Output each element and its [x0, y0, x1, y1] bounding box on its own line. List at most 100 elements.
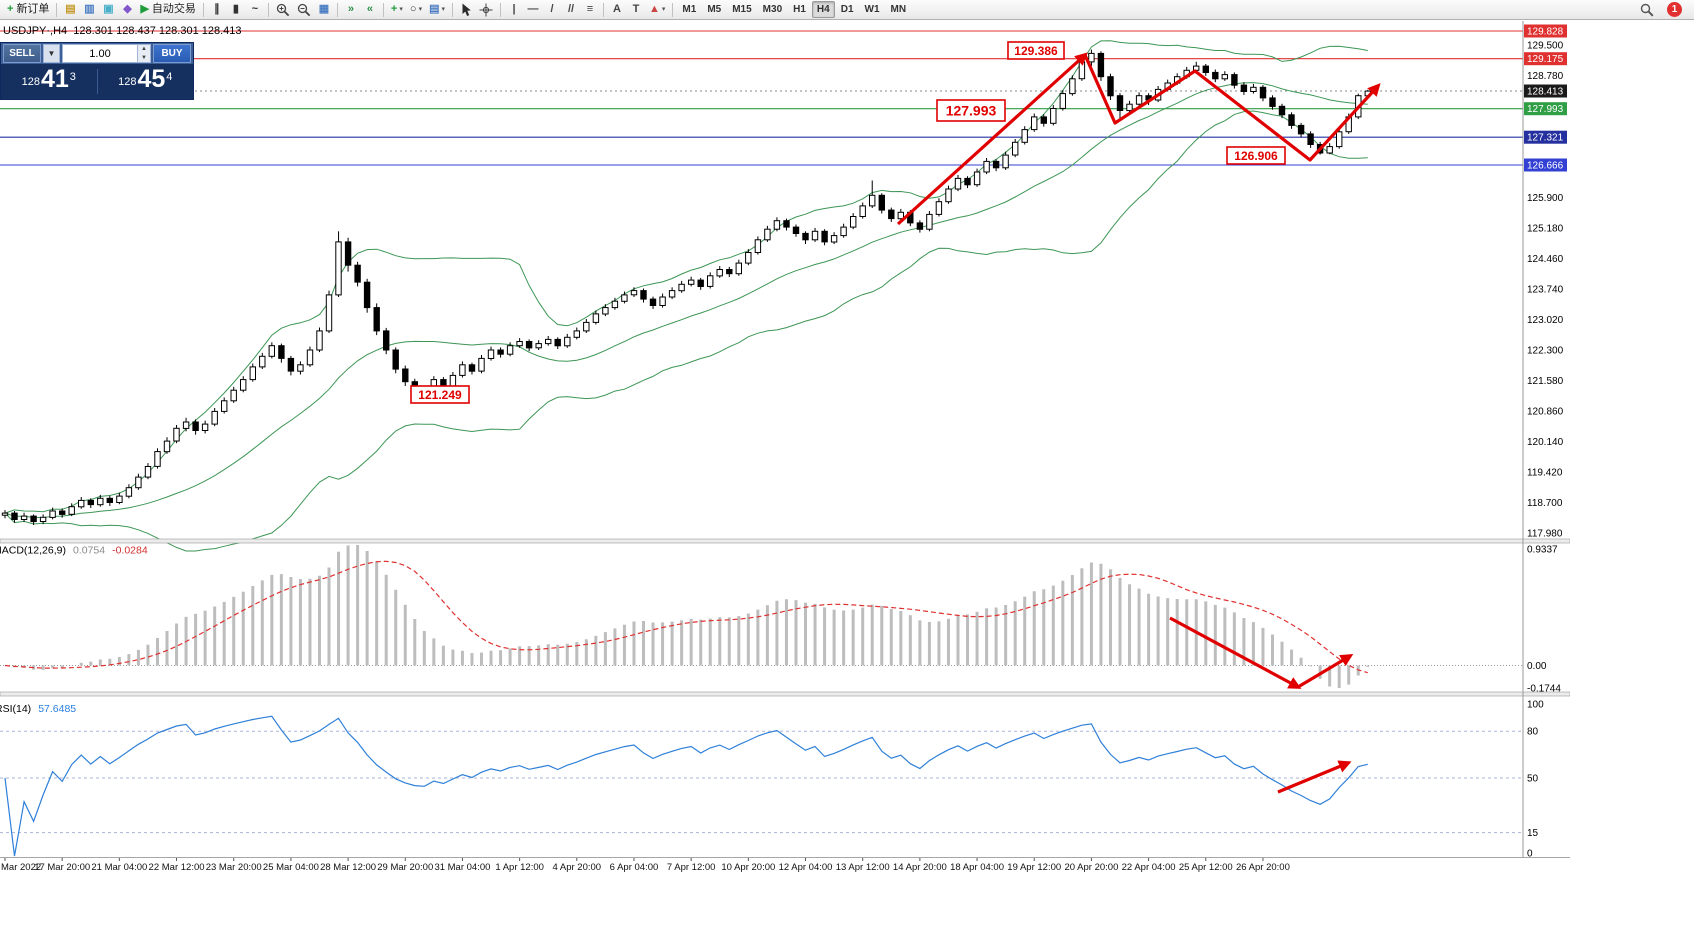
vertical-line-icon[interactable]: |: [512, 3, 516, 15]
bid-price[interactable]: 128 41 3: [1, 66, 97, 94]
volume-down-icon[interactable]: ▼: [141, 54, 147, 61]
svg-text:119.420: 119.420: [1527, 468, 1563, 479]
volume-up-icon[interactable]: ▲: [141, 46, 147, 53]
svg-text:118.700: 118.700: [1527, 498, 1563, 509]
annotations-layer: 129.386 127.993 126.906 121.249: [410, 41, 1381, 794]
market-watch-icon[interactable]: ▤: [65, 3, 76, 15]
svg-text:127.993: 127.993: [1527, 104, 1564, 115]
autotrading-icon[interactable]: ▶ 自动交易: [140, 3, 196, 15]
new-order-icon[interactable]: + 新订单: [7, 3, 50, 15]
text-label-icon[interactable]: T: [632, 3, 640, 15]
equidistant-channel-icon[interactable]: //: [567, 3, 575, 15]
trade-panel-prices: 128 41 3 128 45 4: [1, 64, 193, 99]
chart-canvas[interactable]: MACD(12,26,9)0.0754-0.0284 RSI(14)57.6485…: [0, 20, 1570, 878]
indicators-icon[interactable]: + ▾: [390, 3, 403, 15]
toolbar-buttons: + 新订单 ▤ ▥ ▣ ◆ ▶ 自动交易 ∥ ▮ ~ ▦» «+ ▾ ○ ▾ ▤ ▾ | — ///≡ A T ▲ ▾ M1 M5 M…: [4, 0, 911, 19]
svg-text:Mar 2022: Mar 2022: [1, 862, 41, 873]
svg-text:31 Mar 04:00: 31 Mar 04:00: [434, 862, 490, 873]
timeframe-m15[interactable]: M15: [732, 4, 752, 15]
periods-icon[interactable]: ○ ▾: [409, 3, 423, 15]
notification-badge[interactable]: 1: [1667, 2, 1682, 17]
volume-field: ▲ ▼: [62, 44, 151, 63]
svg-text:1 Apr 12:00: 1 Apr 12:00: [495, 862, 544, 873]
chart-shift-icon[interactable]: «: [366, 3, 373, 15]
fibonacci-icon[interactable]: ≡: [586, 3, 594, 15]
text-icon[interactable]: A: [613, 3, 621, 15]
svg-text:126.906: 126.906: [1234, 149, 1278, 163]
toolbar-separator: [202, 2, 204, 17]
volume-stepper: ▲ ▼: [137, 45, 150, 62]
svg-text:14 Apr 20:00: 14 Apr 20:00: [893, 862, 947, 873]
svg-text:117.980: 117.980: [1527, 529, 1563, 540]
svg-text:127.993: 127.993: [946, 103, 997, 119]
svg-text:6 Apr 04:00: 6 Apr 04:00: [610, 862, 659, 873]
svg-text:0: 0: [1527, 849, 1533, 860]
svg-text:7 Apr 12:00: 7 Apr 12:00: [667, 862, 716, 873]
svg-text:100: 100: [1527, 700, 1544, 711]
toolbar-separator: [603, 2, 604, 17]
svg-text:29 Mar 20:00: 29 Mar 20:00: [377, 862, 433, 873]
svg-text:124.460: 124.460: [1527, 254, 1564, 265]
svg-text:122.300: 122.300: [1527, 346, 1564, 357]
ask-integer: 128: [118, 76, 137, 89]
candlestick-type-icon[interactable]: ▮: [232, 3, 239, 15]
zoom-out-icon[interactable]: [294, 1, 314, 19]
shapes-icon[interactable]: ▲ ▾: [649, 3, 666, 15]
toolbar-separator: [500, 2, 501, 17]
crosshair-icon[interactable]: [476, 1, 496, 19]
svg-text:12 Apr 04:00: 12 Apr 04:00: [779, 862, 833, 873]
navigator-icon[interactable]: ▥: [84, 3, 95, 15]
data-window-icon[interactable]: ▣: [103, 3, 114, 15]
line-chart-type-icon[interactable]: ~: [251, 3, 259, 15]
auto-scroll-icon[interactable]: »: [347, 3, 354, 15]
svg-text:25 Apr 12:00: 25 Apr 12:00: [1179, 862, 1233, 873]
zoom-in-icon[interactable]: [273, 1, 293, 19]
trendline-icon[interactable]: /: [550, 3, 554, 15]
svg-text:126.666: 126.666: [1527, 161, 1564, 172]
price-panel: [0, 30, 1523, 166]
svg-text:25 Mar 04:00: 25 Mar 04:00: [263, 862, 319, 873]
tile-windows-icon[interactable]: ▦: [318, 3, 330, 15]
horizontal-line-icon[interactable]: —: [527, 3, 539, 15]
trade-panel-controls: SELL ▼ ▲ ▼ BUY: [1, 43, 193, 64]
ask-pips: 45: [137, 64, 166, 93]
strategy-tester-icon[interactable]: ◆: [123, 3, 132, 15]
price-divider: [96, 69, 98, 94]
svg-text:21 Mar 04:00: 21 Mar 04:00: [91, 862, 147, 873]
cursor-icon[interactable]: [457, 1, 475, 19]
svg-text:15: 15: [1527, 828, 1539, 839]
bar-chart-type-icon[interactable]: ∥: [214, 3, 220, 15]
timeframe-d1[interactable]: D1: [840, 4, 854, 15]
macd-panel: MACD(12,26,9) 0.0754 -0.0284: [0, 545, 1523, 688]
svg-text:121.249: 121.249: [418, 388, 462, 402]
volume-dropdown-icon[interactable]: ▼: [43, 44, 60, 63]
svg-text:20 Apr 20:00: 20 Apr 20:00: [1064, 862, 1118, 873]
timeframe-m30[interactable]: M30: [762, 4, 783, 15]
sell-button[interactable]: SELL: [3, 44, 41, 63]
svg-text:17 Mar 20:00: 17 Mar 20:00: [34, 862, 90, 873]
toolbar-separator: [267, 2, 269, 17]
timeframe-h4[interactable]: H4: [811, 1, 835, 18]
svg-text:4 Apr 20:00: 4 Apr 20:00: [552, 862, 601, 873]
bid-point: 3: [69, 70, 76, 83]
buy-button[interactable]: BUY: [153, 44, 191, 63]
toolbar-separator: [382, 2, 384, 17]
timeframe-m5[interactable]: M5: [707, 4, 722, 15]
ask-price[interactable]: 128 45 4: [98, 64, 194, 94]
volume-input[interactable]: [63, 45, 137, 62]
timeframe-w1[interactable]: W1: [864, 4, 880, 15]
timeframe-h1[interactable]: H1: [793, 4, 806, 15]
timeframe-mn[interactable]: MN: [890, 4, 907, 15]
svg-text:125.900: 125.900: [1527, 193, 1564, 204]
timeframe-m1[interactable]: M1: [682, 4, 697, 15]
svg-text:123.020: 123.020: [1527, 315, 1564, 326]
search-icon[interactable]: [1637, 1, 1657, 19]
svg-text:129.828: 129.828: [1527, 27, 1564, 38]
panel-frames: [0, 21, 1570, 858]
templates-icon[interactable]: ▤ ▾: [429, 3, 445, 15]
svg-text:128.413: 128.413: [1527, 87, 1564, 98]
svg-text:26 Apr 20:00: 26 Apr 20:00: [1236, 862, 1290, 873]
